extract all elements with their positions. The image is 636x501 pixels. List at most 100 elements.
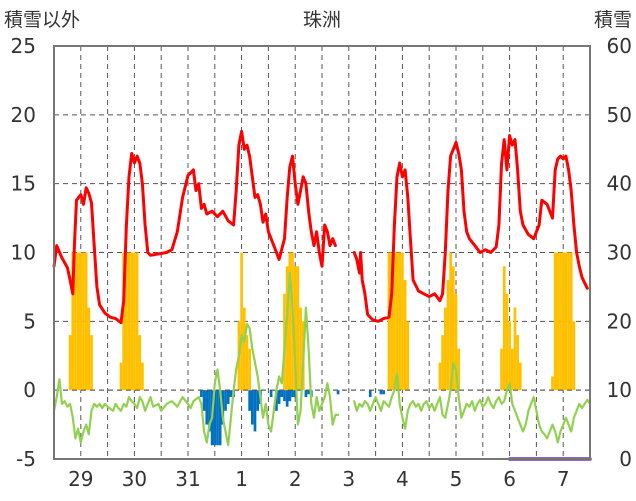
precip-bar [379, 390, 383, 395]
snowfall-bar [551, 376, 554, 391]
precip-bar [291, 390, 294, 398]
snowfall-bar [122, 252, 126, 391]
precip-bar [368, 390, 372, 398]
precip-bar [304, 390, 308, 398]
precip-bar [288, 390, 292, 402]
day-tick-label: 6 [503, 467, 516, 491]
precip-bar [213, 390, 217, 446]
snowfall-bar [68, 335, 72, 391]
snowfall-bar [135, 252, 139, 391]
left-tick-label: 5 [23, 309, 36, 333]
snowfall-bar [299, 307, 302, 391]
snowfall-bar [518, 362, 522, 391]
snowfall-bar [87, 307, 91, 391]
snowfall-bar [141, 362, 144, 391]
plot-frame [53, 45, 591, 460]
snowfall-bar [572, 321, 576, 391]
snowfall-bar [553, 252, 557, 391]
precip-bar [275, 390, 278, 411]
temperature-line [352, 134, 589, 323]
left-tick-label: -5 [16, 447, 36, 471]
snowfall-bar [559, 252, 562, 391]
day-tick-label: 5 [450, 467, 463, 491]
snowfall-bar [513, 307, 517, 391]
snowfall-bar [443, 307, 447, 391]
snowfall-bar [508, 321, 511, 391]
snowfall-bar [569, 252, 573, 391]
day-tick-label: 7 [557, 467, 570, 491]
left-tick-label: 25 [11, 34, 36, 58]
precip-bar [253, 390, 257, 432]
precip-bar [218, 390, 222, 446]
snowfall-bar [395, 252, 399, 391]
precip-bar [216, 390, 219, 446]
green-series-line [52, 272, 340, 447]
snowfall-bar [406, 321, 410, 391]
snowfall-bar [240, 252, 243, 391]
left-tick-label: 15 [11, 172, 36, 196]
snowfall-bar [564, 252, 568, 391]
precip-bar [248, 390, 251, 411]
temperature-line [52, 129, 337, 325]
snowfall-bar [390, 252, 394, 391]
snowfall-bar [398, 252, 402, 391]
green-series-line [353, 361, 592, 444]
precip-bar [283, 390, 286, 402]
right-tick-label: 20 [607, 309, 632, 333]
day-tick-label: 31 [175, 467, 200, 491]
left-tick-label: 10 [11, 241, 36, 265]
precip-bar [277, 390, 281, 404]
snowfall-bar [505, 293, 509, 391]
snowfall-bar [74, 252, 77, 391]
snowfall-bar [82, 252, 85, 391]
snowfall-bar [242, 307, 246, 391]
snowfall-bar [138, 335, 142, 391]
snowfall-bar [71, 252, 75, 391]
precip-bar [226, 390, 230, 404]
snowfall-bar [127, 252, 131, 391]
precip-bar [202, 390, 206, 411]
snowfall-bar [449, 252, 452, 391]
day-tick-label: 3 [342, 467, 355, 491]
precip-bar [256, 390, 260, 411]
precip-bar [200, 390, 203, 398]
snowfall-bar [296, 266, 300, 391]
right-tick-label: 0 [619, 447, 632, 471]
snowfall-bar [446, 280, 450, 391]
precip-bar [229, 390, 233, 398]
snowfall-bar [84, 252, 88, 391]
right-tick-label: 30 [607, 241, 632, 265]
snowfall-bar [502, 266, 506, 391]
snowfall-bar [133, 252, 136, 391]
precip-bar [208, 390, 211, 432]
snowfall-bar [393, 252, 396, 391]
snowfall-bar [500, 348, 503, 391]
precip-bar [250, 390, 254, 425]
snowfall-bar [130, 252, 134, 391]
snowfall-bar [451, 266, 455, 391]
right-tick-label: 60 [607, 34, 632, 58]
precip-bar [269, 390, 273, 398]
snowfall-bar [441, 335, 444, 391]
day-tick-label: 1 [235, 467, 248, 491]
snowfall-bar [79, 252, 83, 391]
snowfall-bar [387, 252, 391, 391]
snowfall-bar [556, 252, 560, 391]
left-axis-label: 積雪以外 [4, 9, 80, 31]
snowfall-bar [76, 252, 80, 391]
snowfall-bar [90, 335, 93, 391]
snowfall-bar [248, 348, 251, 391]
snowfall-bar [119, 362, 123, 391]
precip-bar [336, 390, 340, 395]
right-tick-label: 40 [607, 172, 632, 196]
snowfall-bar [510, 348, 514, 391]
snowfall-bar [288, 252, 292, 391]
precip-bar [285, 390, 289, 407]
snowfall-bar [403, 280, 407, 391]
left-tick-label: 20 [11, 103, 36, 127]
day-tick-label: 29 [68, 467, 93, 491]
day-tick-label: 30 [122, 467, 147, 491]
chart-title: 珠洲 [303, 9, 341, 31]
snowfall-bar [401, 252, 404, 391]
